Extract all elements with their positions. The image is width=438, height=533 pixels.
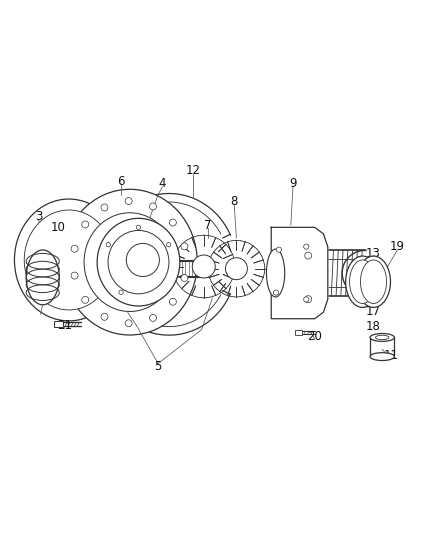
Circle shape	[119, 290, 123, 294]
Text: 12: 12	[185, 164, 201, 177]
Text: 18: 18	[366, 320, 381, 333]
Ellipse shape	[24, 210, 113, 310]
Text: 6: 6	[117, 175, 125, 188]
Bar	[53, 321, 63, 327]
Circle shape	[304, 244, 309, 249]
Text: 19: 19	[390, 240, 405, 253]
Circle shape	[181, 243, 188, 250]
Polygon shape	[271, 228, 328, 319]
Circle shape	[125, 198, 132, 205]
Text: 10: 10	[50, 221, 65, 234]
Circle shape	[101, 204, 108, 211]
Text: 14: 14	[366, 261, 381, 274]
Text: 20: 20	[307, 329, 322, 343]
Text: 13: 13	[366, 247, 381, 260]
Ellipse shape	[26, 250, 59, 305]
Text: 3: 3	[35, 210, 42, 223]
Circle shape	[276, 247, 282, 252]
Circle shape	[149, 203, 156, 210]
Circle shape	[166, 243, 171, 247]
Circle shape	[71, 272, 78, 279]
Circle shape	[226, 258, 247, 280]
Circle shape	[181, 274, 188, 281]
Circle shape	[82, 221, 89, 228]
Ellipse shape	[370, 334, 394, 341]
Circle shape	[106, 243, 110, 247]
Text: 21: 21	[57, 319, 72, 332]
Ellipse shape	[97, 219, 180, 306]
Ellipse shape	[126, 244, 159, 277]
Ellipse shape	[360, 260, 387, 303]
Circle shape	[170, 219, 177, 226]
Ellipse shape	[346, 256, 380, 308]
Circle shape	[82, 296, 89, 303]
Text: 4: 4	[159, 177, 166, 190]
Circle shape	[136, 225, 141, 230]
Text: 5: 5	[154, 360, 162, 373]
Circle shape	[192, 255, 215, 278]
Text: 2: 2	[43, 288, 51, 301]
Ellipse shape	[14, 199, 123, 321]
Circle shape	[305, 296, 312, 303]
Circle shape	[101, 313, 108, 320]
Ellipse shape	[84, 213, 176, 311]
Text: 7: 7	[205, 219, 212, 232]
Ellipse shape	[108, 230, 169, 294]
Ellipse shape	[375, 335, 389, 340]
Bar	[295, 330, 302, 335]
Circle shape	[273, 290, 279, 295]
Text: 11: 11	[383, 349, 399, 362]
Ellipse shape	[266, 249, 285, 297]
Circle shape	[304, 297, 309, 302]
Circle shape	[170, 298, 177, 305]
Text: 8: 8	[230, 195, 238, 208]
Ellipse shape	[357, 256, 391, 308]
Circle shape	[125, 320, 132, 327]
Text: 15: 15	[366, 276, 381, 289]
Circle shape	[149, 314, 156, 321]
Ellipse shape	[62, 189, 197, 335]
Ellipse shape	[350, 260, 376, 303]
Circle shape	[305, 252, 312, 259]
Ellipse shape	[370, 353, 394, 360]
Text: 17: 17	[366, 305, 381, 318]
Circle shape	[71, 245, 78, 252]
Text: 9: 9	[289, 177, 297, 190]
Text: 16: 16	[366, 290, 381, 303]
